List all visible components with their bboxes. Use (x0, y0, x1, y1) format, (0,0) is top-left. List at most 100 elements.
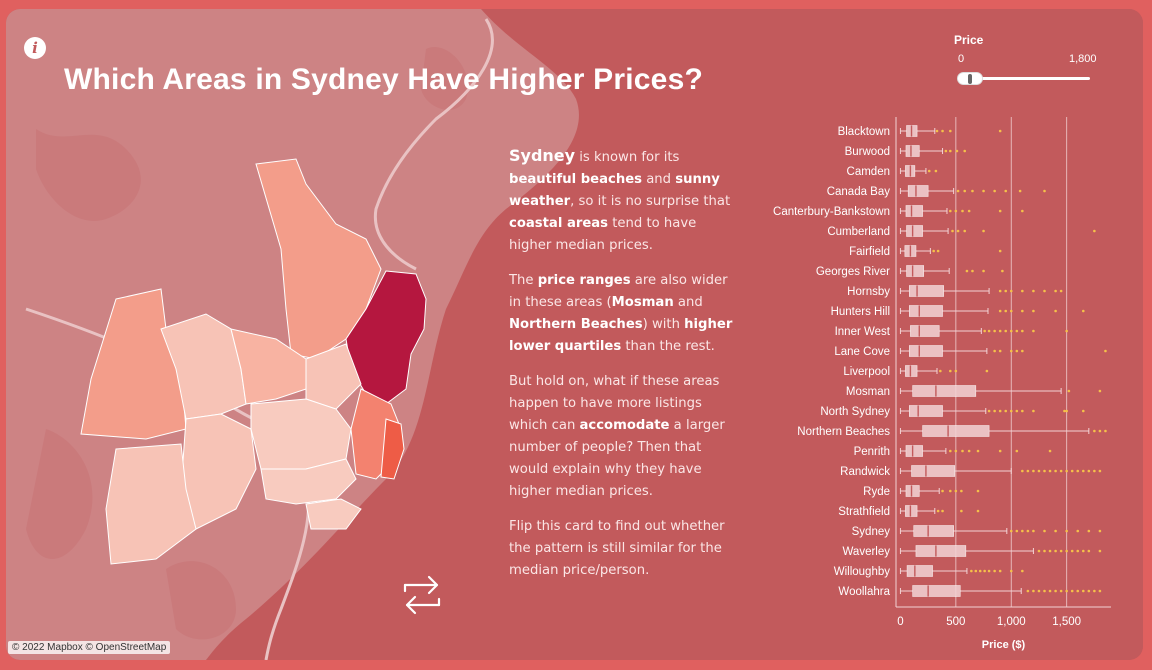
lga-region-the-hills[interactable] (230, 328, 307, 405)
outlier-point (1021, 469, 1024, 473)
price-filter-slider-handle[interactable] (957, 72, 983, 85)
outlier-point (1021, 349, 1024, 353)
outlier-point (1059, 549, 1063, 553)
outlier-point (1048, 469, 1052, 473)
lga-region-ku-ring-gai[interactable] (305, 343, 362, 410)
outlier-point (939, 369, 942, 373)
outlier-point (982, 229, 985, 233)
outlier-point (1093, 589, 1096, 593)
outlier-point (949, 129, 952, 133)
x-tick-label: 1,000 (997, 616, 1026, 628)
outlier-point (1076, 469, 1080, 473)
outlier-point (1015, 529, 1019, 533)
outlier-point (993, 569, 996, 573)
info-icon[interactable]: i (24, 37, 46, 59)
outlier-point (1021, 529, 1024, 533)
outlier-point (955, 149, 959, 153)
outlier-point (1065, 589, 1068, 593)
outlier-point (978, 569, 982, 573)
narrative-text-span: ) with (642, 317, 685, 332)
outlier-point (998, 349, 1002, 353)
outlier-point (1021, 329, 1024, 333)
outlier-point (1009, 289, 1013, 293)
box-iqr (906, 265, 925, 277)
outlier-point (941, 489, 944, 493)
lga-regions[interactable] (80, 158, 427, 565)
outlier-point (1004, 309, 1008, 313)
outlier-point (1065, 549, 1068, 553)
outlier-point (1098, 549, 1102, 553)
box-iqr (908, 285, 944, 297)
narrative-paragraph-1: Sydney is known for its beautiful beache… (509, 145, 739, 257)
outlier-point (1032, 329, 1035, 333)
lga-region-inner-ring[interactable] (250, 398, 352, 470)
box-iqr (912, 585, 961, 597)
narrative-paragraph-3: But hold on, what if these areas happen … (509, 371, 739, 503)
outlier-point (932, 249, 935, 253)
outlier-point (1009, 569, 1013, 573)
box-iqr (905, 145, 920, 157)
outlier-point (949, 449, 952, 453)
narrative-text-span: The (509, 273, 538, 288)
narrative-paragraph-2: The price ranges are also wider in these… (509, 270, 739, 358)
sydney-map[interactable] (6, 9, 1143, 660)
outlier-point (1054, 309, 1057, 313)
category-label: Waverley (843, 546, 891, 558)
city-highlight: Sydney (509, 146, 576, 165)
highway-road (373, 18, 494, 271)
dashboard-card: i Which Areas in Sydney Have Higher Pric… (6, 9, 1143, 660)
narrative-bold-span: higher lower quartiles (509, 317, 733, 354)
flip-card-icon[interactable] (399, 569, 445, 621)
x-axis-label: Price ($) (982, 639, 1026, 651)
category-label: Mosman (846, 386, 890, 398)
outlier-point (1065, 529, 1068, 533)
outlier-point (1093, 229, 1096, 233)
lga-region-canterbury-bankstown[interactable] (260, 458, 357, 505)
outlier-point (963, 229, 967, 233)
outlier-point (1032, 469, 1035, 473)
category-label: Strathfield (838, 506, 890, 518)
outlier-point (949, 209, 952, 213)
outlier-point (956, 189, 960, 193)
outlier-point (983, 329, 986, 333)
lga-region-randwick[interactable] (380, 418, 405, 480)
outlier-point (1004, 289, 1008, 293)
map-credit[interactable]: © 2022 Mapbox © OpenStreetMap (8, 641, 171, 654)
outlier-point (936, 509, 940, 513)
price-filter-slider-track[interactable] (960, 77, 1090, 80)
x-tick-label: 1,500 (1052, 616, 1081, 628)
narrative-bold-span: coastal areas (509, 216, 609, 231)
outlier-point (982, 189, 985, 193)
outlier-point (949, 369, 952, 373)
box-iqr (913, 525, 954, 537)
outlier-point (961, 449, 964, 453)
category-label: Sydney (852, 526, 891, 538)
box-iqr (905, 365, 918, 377)
narrative-paragraph-4: Flip this card to find out whether the p… (509, 516, 739, 582)
outlier-point (1087, 529, 1091, 533)
box-iqr (911, 465, 956, 477)
outlier-point (1065, 329, 1068, 333)
outlier-point (976, 509, 980, 513)
outlier-point (941, 129, 944, 133)
lga-region-camden[interactable] (105, 443, 197, 565)
lga-region-northern-beaches[interactable] (345, 270, 427, 405)
outlier-point (1070, 589, 1074, 593)
lga-region-georges-river[interactable] (305, 498, 362, 530)
outlier-point (927, 169, 931, 173)
outlier-point (961, 209, 964, 213)
narrative-text: Sydney is known for its beautiful beache… (509, 145, 739, 595)
outlier-point (998, 209, 1002, 213)
outlier-point (982, 269, 985, 273)
outlier-point (1067, 389, 1071, 393)
category-label: Camden (847, 166, 890, 178)
outlier-point (1009, 349, 1013, 353)
outlier-point (1063, 409, 1066, 413)
outlier-point (954, 369, 958, 373)
outlier-point (998, 129, 1002, 133)
outlier-point (1070, 469, 1074, 473)
outlier-point (1059, 589, 1063, 593)
outlier-point (1043, 529, 1046, 533)
outlier-point (1004, 409, 1008, 413)
outlier-point (1048, 549, 1052, 553)
